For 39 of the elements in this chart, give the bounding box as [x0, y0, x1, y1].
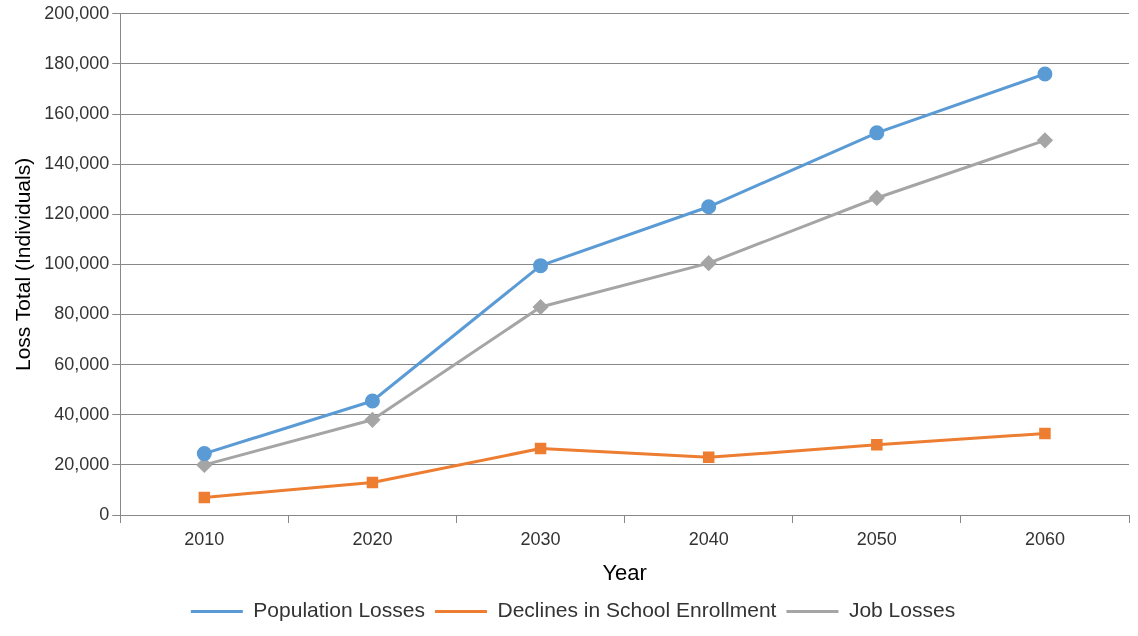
point — [534, 442, 547, 455]
point — [364, 412, 380, 428]
point — [869, 125, 885, 141]
y-tick-label: 80,000 — [54, 303, 110, 324]
x-tick-label: 2060 — [1024, 528, 1065, 549]
point — [702, 451, 715, 464]
point — [1037, 66, 1053, 82]
x-tick-label: 2010 — [184, 528, 225, 549]
legend-label: Declines in School Enrollment — [497, 598, 777, 622]
x-tick-label: 2020 — [352, 528, 393, 549]
point — [196, 446, 212, 462]
point — [1039, 427, 1051, 440]
point — [701, 255, 717, 271]
x-axis-title: Year — [602, 559, 647, 585]
y-tick-label: 100,000 — [44, 253, 110, 274]
point — [366, 476, 379, 489]
point — [198, 491, 211, 504]
y-tick-label: 20,000 — [54, 453, 110, 474]
legend-label: Job Losses — [848, 598, 956, 622]
y-tick-label: 200,000 — [44, 2, 110, 23]
point — [533, 299, 549, 315]
x-tick-label: 2030 — [520, 528, 561, 549]
x-tick-label: 2050 — [856, 528, 897, 549]
x-tick-label: 2040 — [688, 528, 729, 549]
legend-label: Population Losses — [253, 598, 425, 622]
y-tick-label: 0 — [99, 503, 110, 524]
point — [364, 393, 380, 409]
y-axis-title: Loss Total (Individuals) — [11, 157, 35, 372]
y-tick-label: 60,000 — [54, 353, 110, 374]
y-tick-label: 160,000 — [44, 103, 110, 124]
y-tick-label: 40,000 — [54, 403, 110, 424]
point — [701, 199, 717, 215]
point — [869, 190, 885, 206]
y-tick-label: 120,000 — [44, 203, 110, 224]
point — [871, 439, 883, 451]
point — [533, 258, 549, 274]
point — [1037, 132, 1053, 148]
y-tick-label: 180,000 — [44, 52, 110, 73]
y-tick-label: 140,000 — [44, 153, 110, 174]
